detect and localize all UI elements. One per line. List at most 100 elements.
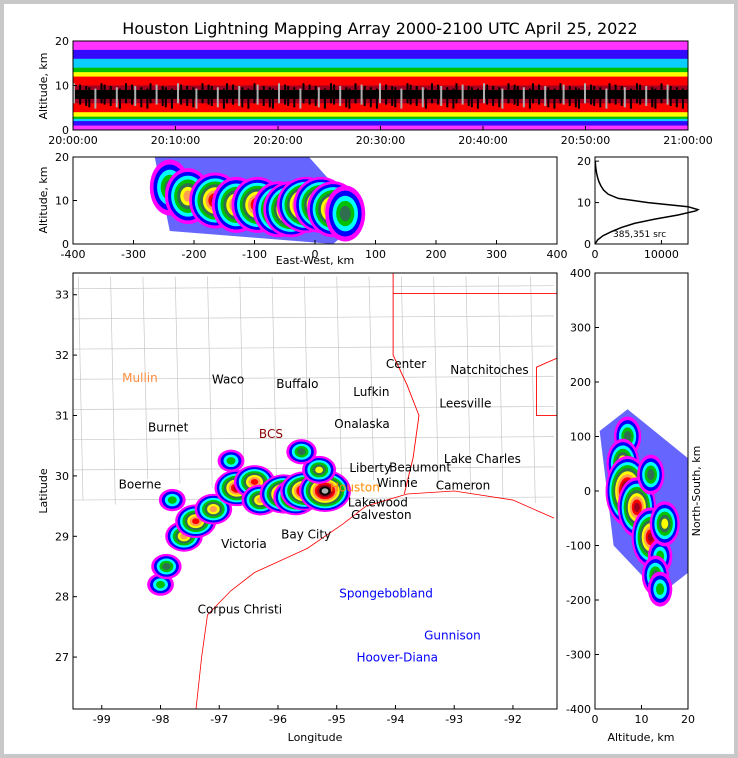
county-line [497, 276, 504, 499]
city-label: Bay City [281, 527, 331, 541]
density-streak [146, 88, 149, 109]
ns-ylabel: North-South, km [690, 446, 703, 537]
density-streak [654, 88, 657, 109]
density-streak [354, 83, 357, 104]
ns-panel-ytick-label: 400 [570, 267, 591, 280]
density-streak [645, 85, 648, 106]
source-count: 385,351 src [613, 230, 666, 240]
density-streak [131, 84, 134, 105]
ew-panel-xtick-label: 0 [312, 248, 319, 261]
map-panel-xtick-label: -93 [445, 713, 463, 726]
density-streak [562, 84, 565, 105]
ns-cell [656, 583, 665, 595]
density-streak [262, 85, 265, 106]
ew-panel-xtick-label: -400 [61, 248, 86, 261]
density-streak [501, 88, 504, 109]
density-streak [216, 87, 219, 108]
density-streak [201, 83, 204, 104]
map-layers: Mullin Waco Buffalo Lufkin Center Natchitoche… [73, 273, 557, 709]
density-streak [115, 87, 118, 108]
density-streak [424, 88, 427, 109]
density-streak [149, 83, 152, 104]
density-streak [125, 83, 127, 104]
map-panel-xtick-label: -99 [93, 713, 111, 726]
density-streak [140, 87, 143, 108]
city-label: BCS [259, 427, 283, 441]
density-streak [415, 85, 418, 106]
time-panel-xtick-label: 20:00:00 [48, 134, 97, 147]
ew-panel-xtick-label: -100 [242, 248, 267, 261]
density-streak [94, 88, 97, 109]
density-streak [375, 88, 378, 109]
density-streak [406, 83, 409, 104]
density-streak [437, 84, 440, 105]
density-streak [614, 84, 617, 105]
time-panel-xtick-label: 20:40:00 [458, 134, 507, 147]
density-streak [339, 85, 342, 106]
density-streak [232, 84, 235, 105]
map-cell [297, 448, 306, 456]
density-streak [675, 87, 678, 108]
density-streak [544, 85, 547, 106]
ew-panel-ytick-label: 0 [62, 238, 69, 251]
density-streak [528, 88, 531, 109]
density-streak [134, 85, 137, 106]
density-streak [516, 85, 519, 106]
map-cell [156, 580, 165, 589]
ew-panel-xtick-label: 300 [486, 248, 507, 261]
county-line [368, 276, 375, 481]
density-streak [85, 85, 88, 106]
county-line [465, 276, 472, 495]
density-streak [314, 85, 317, 106]
density-streak [651, 87, 654, 108]
city-label: Leesville [439, 396, 491, 410]
density-streak [483, 83, 485, 104]
density-streak [486, 84, 489, 105]
county-line [433, 276, 439, 490]
density-streak [118, 88, 121, 109]
density-streak [299, 88, 302, 109]
map-cell [250, 478, 259, 485]
city-label: Lufkin [353, 385, 389, 399]
density-streak [293, 87, 296, 108]
county-line [110, 276, 116, 505]
ew-panel-ytick-label: 20 [55, 151, 69, 164]
density-streak [256, 84, 259, 105]
map-cell [315, 466, 324, 474]
density-streak [400, 88, 403, 109]
ns-cell [633, 502, 640, 513]
density-streak [467, 85, 470, 106]
density-streak [620, 85, 623, 106]
density-streak [440, 85, 443, 106]
density-streak [385, 84, 388, 105]
state-border [392, 273, 420, 495]
city-label: Buffalo [276, 377, 318, 391]
ns-cell [647, 469, 655, 481]
density-streak [522, 87, 525, 108]
ns-density [599, 409, 688, 607]
density-streak [238, 85, 241, 106]
ns-panel-ytick-label: 0 [584, 485, 591, 498]
density-streak [470, 87, 473, 108]
density-streak [538, 84, 541, 105]
ns-xlabel: Altitude, km [607, 731, 674, 744]
density-streak [681, 88, 684, 109]
county-line [400, 276, 407, 485]
county-line [174, 276, 181, 484]
city-label: Center [386, 357, 426, 371]
city-label: Hoover-Diana [356, 651, 438, 665]
map-panel-xtick-label: -98 [152, 713, 170, 726]
density-streak [253, 83, 256, 104]
city-label: Burnet [148, 421, 189, 435]
density-streak [532, 83, 534, 104]
density-streak [302, 83, 305, 104]
density-streak [590, 84, 593, 105]
city-label: Boerne [119, 477, 162, 491]
ns-cell [661, 518, 669, 529]
density-streak [100, 83, 103, 104]
ew-panel-xtick-label: -300 [121, 248, 146, 261]
map-cell [209, 506, 218, 513]
density-streak [577, 88, 580, 109]
density-streak [568, 85, 571, 106]
state-border [535, 357, 557, 416]
